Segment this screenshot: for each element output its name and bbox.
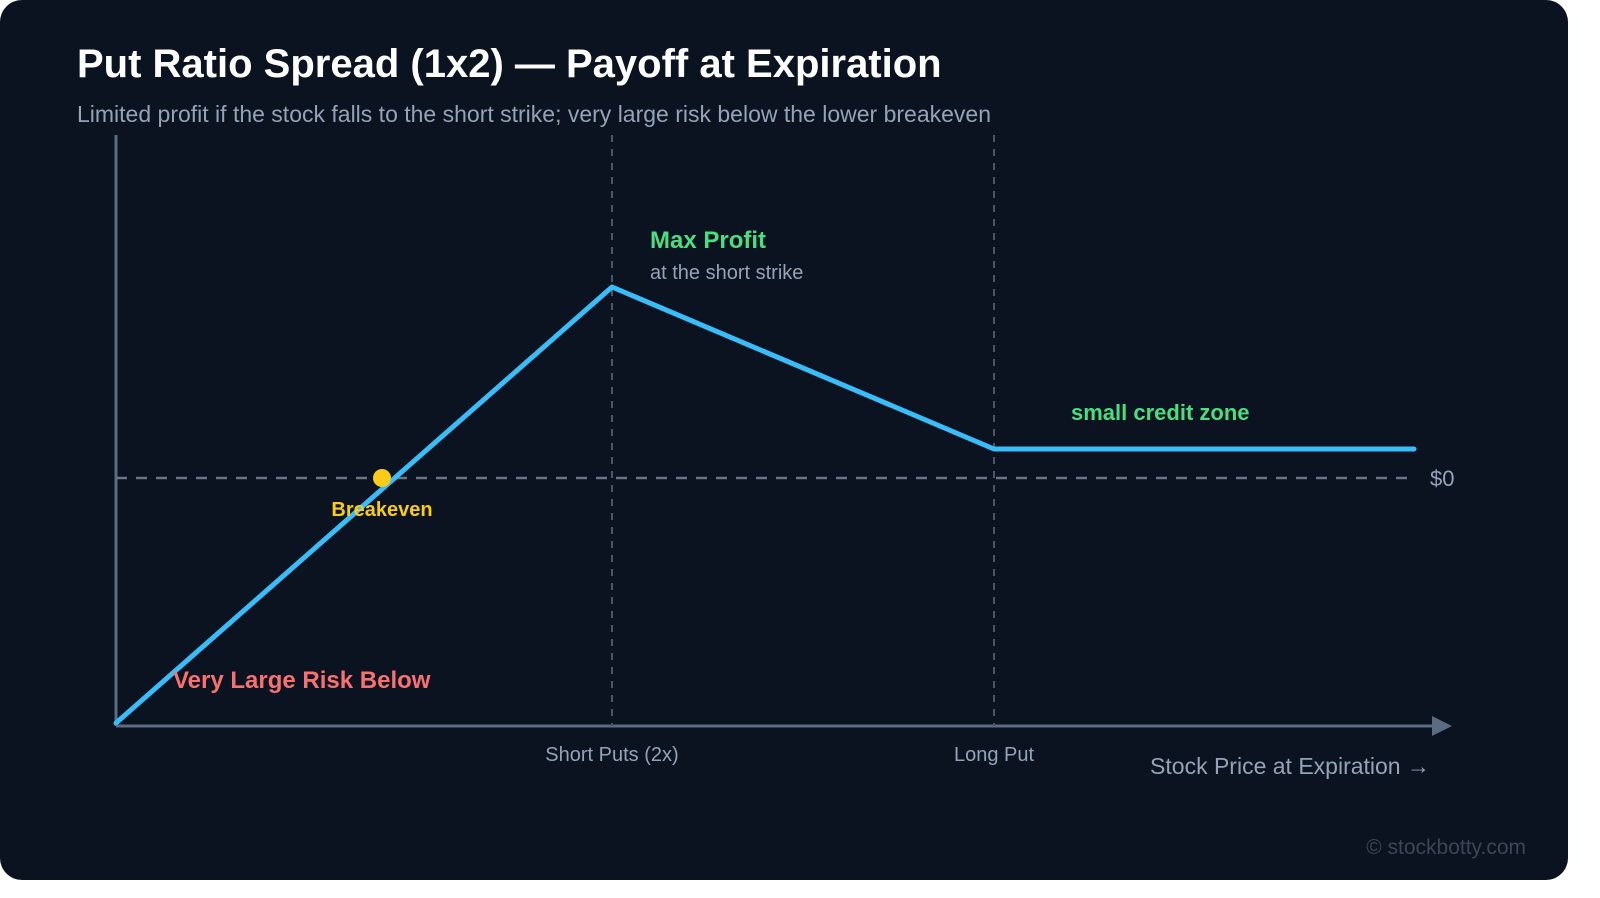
watermark: © stockbotty.com <box>1366 836 1526 859</box>
breakeven-label: Breakeven <box>331 499 432 521</box>
zero-label: $0 <box>1430 466 1454 491</box>
long-strike-label: Long Put <box>954 744 1035 766</box>
chart-card: Put Ratio Spread (1x2) — Payoff at Expir… <box>0 0 1568 880</box>
chart-title: Put Ratio Spread (1x2) — Payoff at Expir… <box>77 42 942 86</box>
x-axis-label: Stock Price at Expiration → <box>1150 753 1430 779</box>
breakeven-marker <box>373 469 391 487</box>
max-profit-sublabel: at the short strike <box>650 262 803 284</box>
risk-label: Very Large Risk Below <box>173 667 431 694</box>
payoff-line <box>113 284 1417 726</box>
chart-subtitle: Limited profit if the stock falls to the… <box>77 101 992 127</box>
payoff-chart: $0 Max Profit at the short strike small … <box>113 135 1454 779</box>
max-profit-label: Max Profit <box>650 227 766 254</box>
short-strike-label: Short Puts (2x) <box>545 744 678 766</box>
credit-zone-label: small credit zone <box>1071 400 1250 425</box>
